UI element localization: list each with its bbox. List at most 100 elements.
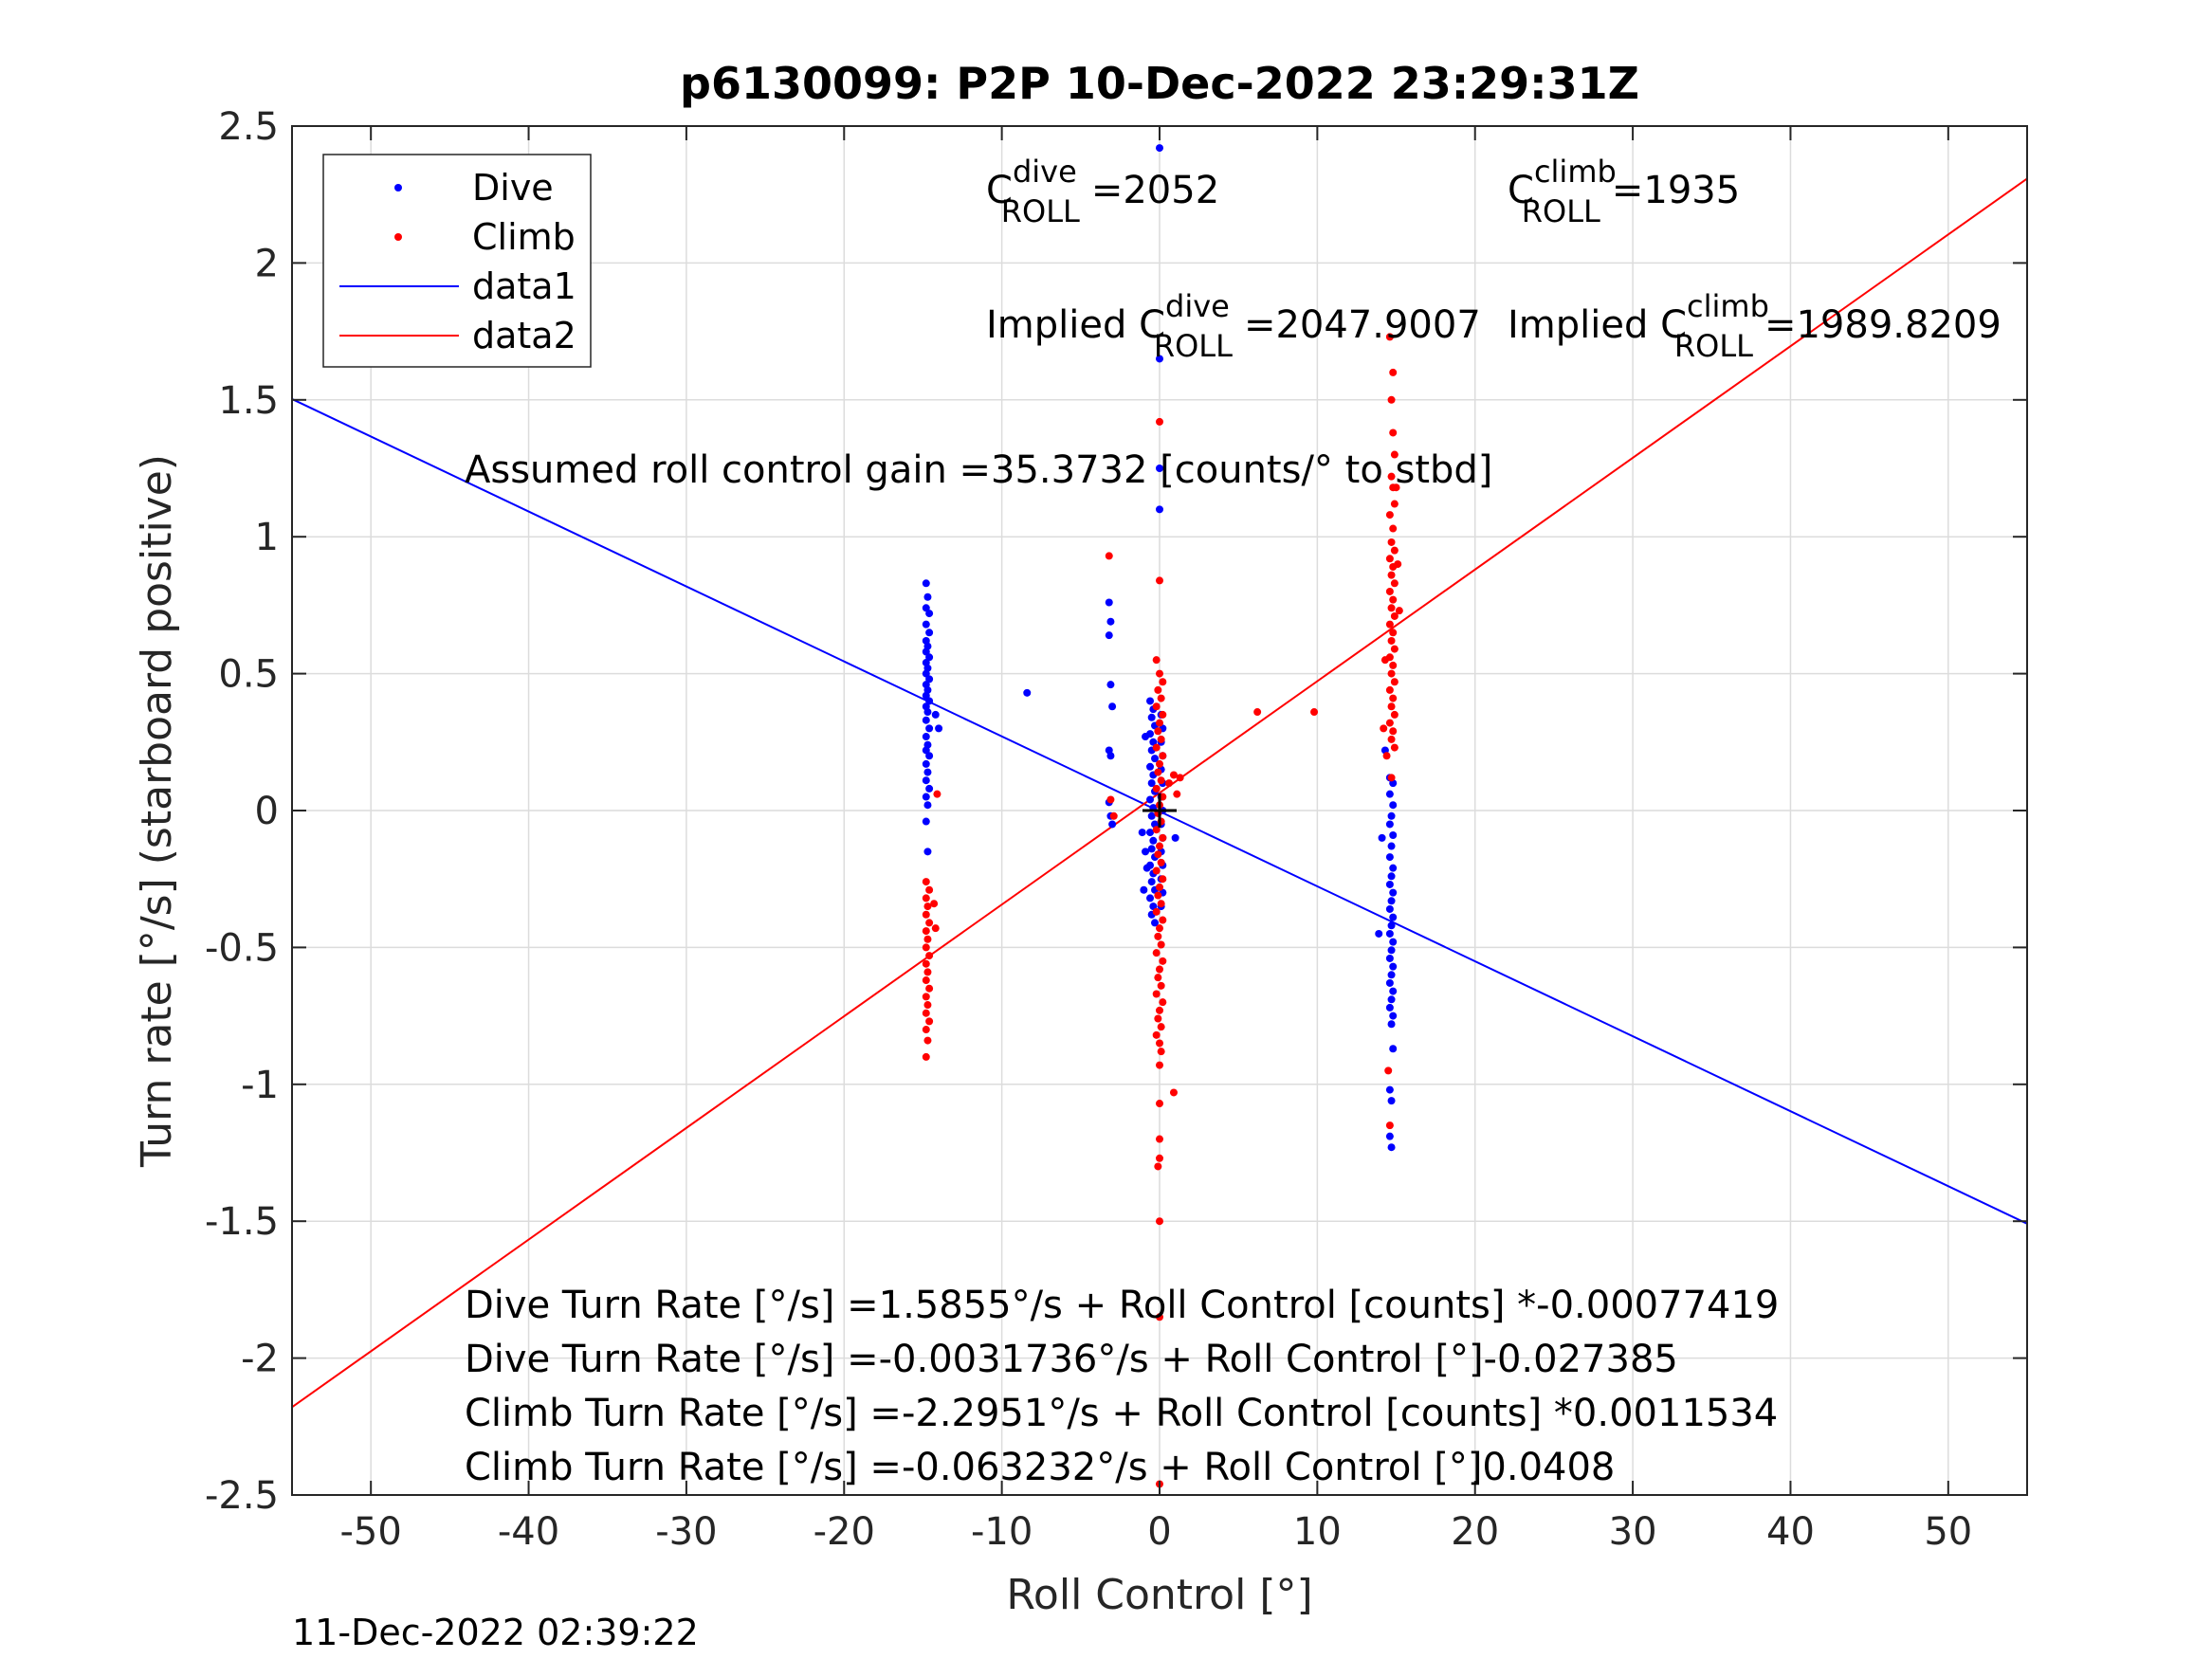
climb-point	[1176, 774, 1184, 782]
annotation-c_dive: Cdive ROLL =2052	[986, 154, 1219, 229]
x-tick-label: 40	[1766, 1510, 1815, 1554]
climb-point	[1159, 833, 1167, 842]
climb-point	[1105, 552, 1113, 560]
climb-point	[1390, 500, 1398, 508]
dive-point	[1142, 733, 1150, 741]
climb-point	[925, 984, 934, 993]
footer-timestamp: 11-Dec-2022 02:39:22	[292, 1612, 699, 1653]
climb-point	[1156, 669, 1163, 678]
climb-point	[1387, 571, 1396, 579]
dive-point	[1389, 864, 1398, 872]
legend-label-climb: Climb	[472, 216, 576, 258]
climb-point	[1385, 333, 1394, 341]
x-tick-label: 10	[1293, 1510, 1342, 1554]
climb-point	[925, 919, 934, 927]
dive-point	[922, 691, 930, 700]
dive-point	[922, 620, 930, 629]
climb-point	[922, 1052, 930, 1061]
climb-point	[1164, 779, 1173, 788]
legend-label-data1: data1	[472, 265, 576, 307]
y-tick-label: 2.5	[218, 105, 279, 149]
dive-point	[1385, 1003, 1394, 1012]
climb-point	[1156, 719, 1163, 727]
climb-point	[1159, 957, 1167, 965]
climb-point	[1152, 743, 1161, 752]
dive-point	[922, 817, 930, 826]
climb-point	[1385, 511, 1394, 520]
climb-point	[922, 993, 930, 1001]
climb-point	[1156, 1154, 1163, 1162]
climb-point	[1159, 710, 1167, 719]
climb-point	[1156, 1217, 1163, 1226]
climb-point	[1389, 368, 1398, 376]
legend: Dive Climb data1 data2	[322, 154, 592, 368]
climb-point	[923, 935, 932, 943]
climb-point	[922, 910, 930, 919]
dive-point	[1387, 872, 1396, 881]
climb-point	[1387, 636, 1396, 645]
dive-point	[1387, 842, 1396, 850]
dive-point	[1147, 811, 1156, 820]
dive-point	[923, 592, 932, 601]
climb-point	[923, 1001, 932, 1010]
dive-point	[1143, 864, 1151, 872]
climb-point	[1152, 784, 1161, 793]
climb-point	[1154, 932, 1162, 940]
dive-point	[1156, 465, 1163, 472]
y-tick-label: -2.5	[205, 1474, 279, 1518]
climb-point	[1156, 1100, 1163, 1108]
climb-point	[1157, 735, 1165, 743]
dive-point	[1387, 995, 1396, 1004]
center-marker	[1143, 793, 1177, 828]
dive-point	[1146, 697, 1155, 705]
climb-point	[923, 1036, 932, 1045]
dive-point	[1387, 1020, 1396, 1029]
climb-point	[1382, 752, 1391, 760]
dive-point	[1146, 829, 1155, 837]
climb-point	[1169, 1088, 1178, 1097]
dive-point	[1146, 894, 1155, 902]
climb-point	[1389, 629, 1398, 637]
climb-point	[1390, 546, 1398, 555]
climb-point	[1380, 656, 1389, 665]
climb-point	[1106, 795, 1115, 804]
dive-point	[1387, 1143, 1396, 1152]
dive-point	[1151, 755, 1160, 763]
y-tick-label: 0.5	[218, 653, 279, 697]
climb-point	[1394, 560, 1402, 569]
climb-point	[922, 927, 930, 936]
dive-point	[923, 708, 932, 717]
climb-point	[1154, 974, 1162, 982]
climb-point	[922, 959, 930, 968]
climb-point	[1152, 866, 1161, 875]
climb-point	[1154, 1162, 1162, 1171]
dive-point	[1146, 762, 1155, 771]
climb-point	[925, 885, 934, 894]
annotation-fit3: Climb Turn Rate [°/s] =-2.2951°/s + Roll…	[465, 1392, 1778, 1435]
climb-point	[1154, 850, 1162, 859]
dive-point	[1385, 853, 1394, 862]
dive-point	[1389, 1012, 1398, 1020]
climb-point	[1392, 483, 1400, 492]
y-axis-label: Turn rate [°/s] (starboard positive)	[133, 454, 181, 1168]
dive-point	[1105, 598, 1113, 607]
climb-point	[1157, 940, 1165, 949]
series-climb	[922, 333, 1403, 1488]
climb-point	[1385, 685, 1394, 694]
x-tick-label: -10	[971, 1510, 1033, 1554]
climb-point	[1390, 579, 1398, 588]
dive-point	[1389, 913, 1398, 921]
dive-point	[1387, 921, 1396, 930]
x-tick-label: 20	[1451, 1510, 1499, 1554]
fit-line-data2	[291, 177, 2028, 1409]
x-axis-label: Roll Control [°]	[1006, 1571, 1312, 1619]
dive-point	[1105, 631, 1113, 640]
dive-point	[1108, 702, 1117, 711]
dive-point	[1138, 829, 1146, 837]
climb-point	[1156, 417, 1163, 426]
climb-point	[1156, 842, 1163, 850]
dive-point	[925, 697, 934, 705]
climb-point	[1385, 587, 1394, 595]
dive-point	[922, 776, 930, 785]
